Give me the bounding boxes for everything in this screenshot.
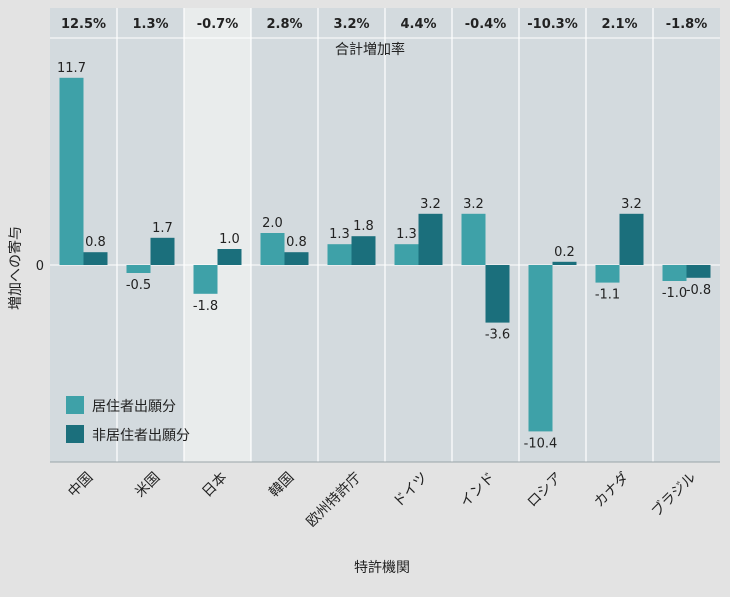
bar-value-label: 11.7 <box>57 61 86 76</box>
total-growth-label: -1.8% <box>666 17 707 32</box>
bar-non-resident <box>552 261 577 265</box>
x-tick-label: インド <box>457 470 498 511</box>
x-tick-label: 日本 <box>199 470 230 501</box>
bar-value-label: 0.8 <box>286 235 307 250</box>
x-tick-label: 韓国 <box>266 470 297 501</box>
bar-non-resident <box>485 265 510 323</box>
bar-value-label: 1.7 <box>152 221 173 236</box>
bar-non-resident <box>284 252 309 265</box>
bar-resident <box>126 265 151 273</box>
bar-value-label: -1.8 <box>193 299 218 314</box>
bar-value-label: 1.8 <box>353 219 374 234</box>
x-tick-label: 米国 <box>132 470 163 501</box>
total-growth-title: 合計増加率 <box>335 41 405 58</box>
bar-value-label: 1.3 <box>329 227 350 242</box>
total-growth-label: 2.8% <box>266 17 302 32</box>
panel-1 <box>117 8 184 462</box>
bar-resident <box>528 265 553 432</box>
bar-resident <box>394 244 419 265</box>
bar-value-label: -3.6 <box>485 328 510 343</box>
total-growth-label: 1.3% <box>132 17 168 32</box>
bar-non-resident <box>686 265 711 278</box>
legend-label-resident: 居住者出願分 <box>92 399 176 415</box>
total-growth-labels: 12.5% 1.3% -0.7% 2.8% 3.2% 4.4% -0.4% -10.3% 2.1… <box>61 17 707 32</box>
y-zero-label: 0 <box>36 259 44 274</box>
bar-resident <box>662 265 687 281</box>
y-axis-title: 増加への寄与 <box>7 226 24 310</box>
bar-resident <box>59 77 84 265</box>
total-growth-label: -0.4% <box>465 17 506 32</box>
bar-non-resident <box>217 249 242 265</box>
bar-value-label: 3.2 <box>463 197 484 212</box>
bar-value-label: 0.2 <box>554 245 575 260</box>
bar-resident <box>193 265 218 294</box>
x-tick-label: ドイツ <box>390 470 431 511</box>
bar-value-label: -1.0 <box>662 286 687 301</box>
bar-value-label: -1.1 <box>595 288 620 303</box>
bar-resident <box>461 213 486 265</box>
legend-swatch-non-resident <box>66 425 84 443</box>
x-tick-label: カナダ <box>591 470 632 511</box>
legend-label-non-resident: 非居住者出願分 <box>92 428 190 444</box>
x-tick-labels: 中国 米国 日本 韓国 欧州特許庁 ドイツ インド ロシア カナダ ブラジル <box>65 469 699 531</box>
total-growth-label: -10.3% <box>527 17 578 32</box>
bar-resident <box>260 233 285 265</box>
bar-value-label: 1.3 <box>396 227 417 242</box>
bar-value-label: 2.0 <box>262 216 283 231</box>
bar-value-label: 3.2 <box>420 197 441 212</box>
panel-2 <box>184 8 251 462</box>
total-growth-label: -0.7% <box>197 17 238 32</box>
bar-non-resident <box>351 236 376 265</box>
bar-value-label: -0.8 <box>686 283 711 298</box>
bar-value-label: 0.8 <box>85 235 106 250</box>
panel-4 <box>318 8 385 462</box>
bar-value-label: -10.4 <box>524 436 558 451</box>
total-growth-label: 2.1% <box>601 17 637 32</box>
bar-value-label: 3.2 <box>621 197 642 212</box>
x-tick-label: 中国 <box>65 470 96 501</box>
bar-non-resident <box>418 213 443 265</box>
x-tick-label: 欧州特許庁 <box>304 470 365 531</box>
total-growth-label: 4.4% <box>400 17 436 32</box>
legend-swatch-resident <box>66 396 84 414</box>
bar-value-label: -0.5 <box>126 278 151 293</box>
bars <box>59 77 711 432</box>
bar-resident <box>595 265 620 283</box>
x-tick-label: ブラジル <box>648 469 699 520</box>
x-axis-title: 特許機関 <box>354 560 410 576</box>
bar-non-resident <box>150 237 175 265</box>
bar-resident <box>327 244 352 265</box>
panel-9 <box>653 8 720 462</box>
bar-non-resident <box>83 252 108 265</box>
total-growth-label: 12.5% <box>61 17 106 32</box>
bar-non-resident <box>619 213 644 265</box>
bar-value-label: 1.0 <box>219 232 240 247</box>
bar-value-labels: 11.70.8-0.51.7-1.81.02.00.81.31.81.33.2 3… <box>57 61 711 452</box>
x-tick-label: ロシア <box>524 470 565 511</box>
legend: 居住者出願分 非居住者出願分 <box>66 396 190 444</box>
total-growth-label: 3.2% <box>333 17 369 32</box>
